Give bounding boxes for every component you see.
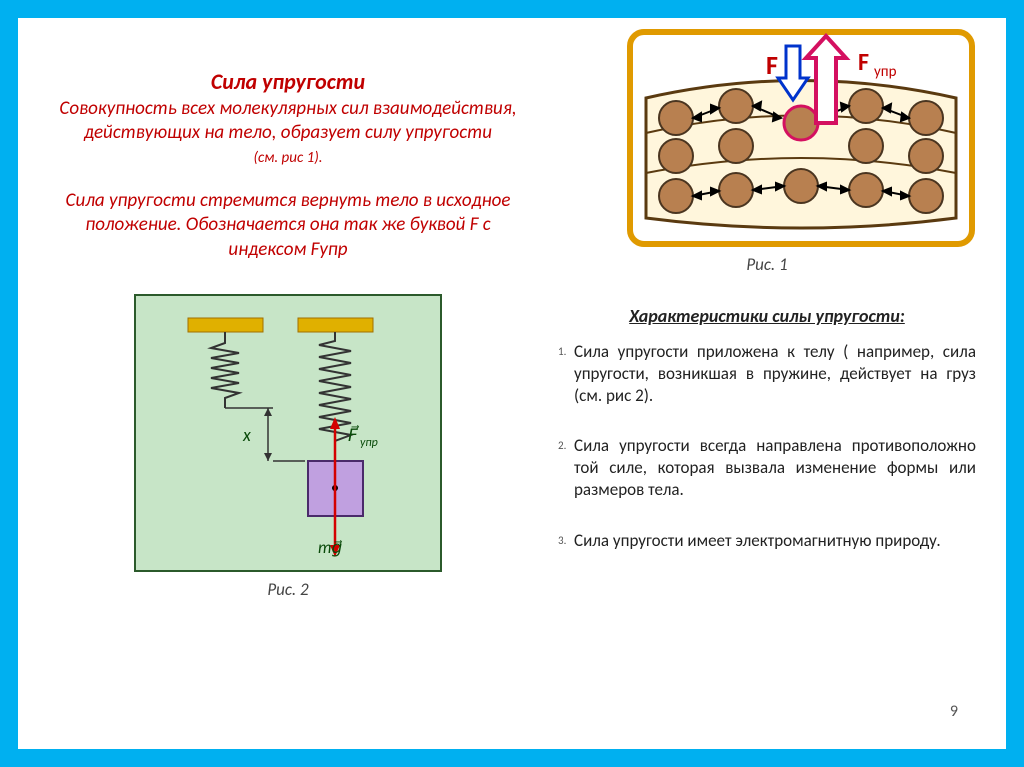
list-text: Сила упругости всегда направлена противо… — [574, 435, 976, 501]
list-number: 3. — [558, 530, 570, 548]
svg-text:F: F — [766, 49, 778, 81]
figure-2: x F⃗ упр mg⃗ — [133, 293, 443, 573]
left-column: Сила упругости Совокупность всех молекул… — [48, 38, 528, 600]
characteristics-list: 1. Сила упругости приложена к телу ( нап… — [558, 341, 976, 552]
list-item: 1. Сила упругости приложена к телу ( нап… — [558, 341, 976, 407]
slide-frame: Сила упругости Совокупность всех молекул… — [0, 0, 1024, 767]
figure-1: F F упр — [626, 28, 976, 248]
slide-content: Сила упругости Совокупность всех молекул… — [18, 18, 1006, 749]
figure-1-caption: Рис. 1 — [558, 254, 976, 275]
paragraph-2: Сила упругости стремится вернуть тело в … — [48, 189, 528, 263]
list-text: Сила упругости приложена к телу ( наприм… — [574, 341, 976, 407]
figure-2-caption: Рис. 2 — [48, 579, 528, 600]
svg-text:x: x — [242, 424, 251, 446]
page-number: 9 — [950, 702, 958, 721]
title: Сила упругости — [48, 68, 528, 95]
definition-note: (см. рис 1). — [48, 149, 528, 167]
svg-text:mg⃗: mg⃗ — [318, 537, 342, 558]
right-column: F F упр Рис. 1 Характеристики силы упруг… — [558, 38, 976, 600]
list-item: 2. Сила упругости всегда направлена прот… — [558, 435, 976, 501]
list-number: 2. — [558, 435, 570, 453]
list-text: Сила упругости имеет электромагнитную пр… — [574, 530, 976, 552]
svg-text:F: F — [858, 48, 869, 77]
svg-text:упр: упр — [360, 436, 378, 450]
svg-text:упр: упр — [874, 63, 897, 81]
definition-text: Совокупность всех молекулярных сил взаим… — [48, 97, 528, 145]
list-number: 1. — [558, 341, 570, 359]
list-item: 3. Сила упругости имеет электромагнитную… — [558, 530, 976, 552]
characteristics-heading: Характеристики силы упругости: — [558, 305, 976, 327]
